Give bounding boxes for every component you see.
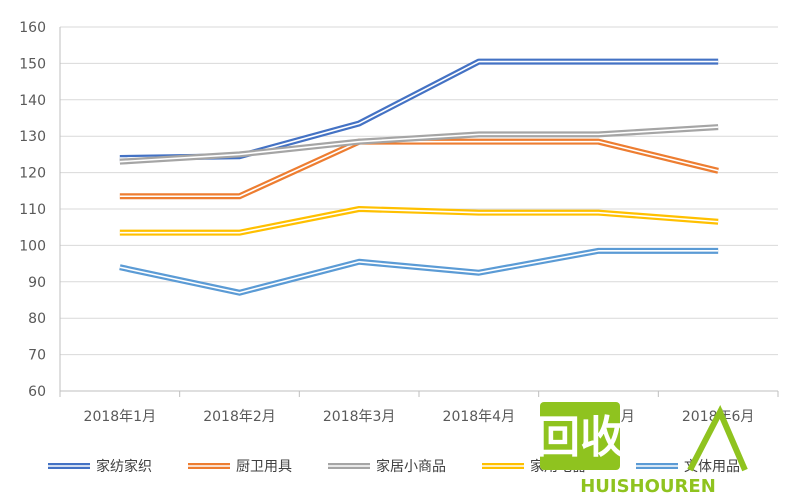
y-tick-label: 130 bbox=[19, 129, 46, 145]
y-tick-label: 140 bbox=[19, 93, 46, 109]
watermark-subtext: HUISHOUREN bbox=[580, 476, 716, 497]
y-tick-label: 100 bbox=[19, 238, 46, 254]
watermark-text: 回收 bbox=[536, 412, 624, 463]
watermark-roof-icon bbox=[687, 404, 748, 472]
series-line-core bbox=[119, 126, 719, 163]
y-tick-label: 70 bbox=[28, 348, 46, 364]
watermark-logo bbox=[540, 402, 620, 470]
series-line-core bbox=[119, 208, 719, 234]
y-tick-label: 160 bbox=[19, 20, 46, 36]
series-lines bbox=[119, 58, 719, 296]
x-tick-label: 2018年2月 bbox=[203, 409, 276, 425]
y-tick-label: 80 bbox=[28, 311, 46, 327]
x-tick-label: 2018年4月 bbox=[443, 409, 516, 425]
legend-label: 文体用品 bbox=[684, 459, 740, 475]
x-tick-label: 2018年1月 bbox=[84, 409, 157, 425]
legend-label: 家纺家织 bbox=[96, 458, 152, 475]
y-tick-label: 110 bbox=[19, 202, 46, 218]
series-line-core bbox=[119, 140, 719, 198]
y-tick-label: 60 bbox=[28, 384, 46, 400]
legend-label: 家居小商品 bbox=[376, 458, 446, 475]
series-line-core bbox=[119, 250, 719, 294]
y-tick-label: 120 bbox=[19, 166, 46, 182]
legend-label: 厨卫用具 bbox=[236, 459, 292, 475]
y-axis-ticks: 60 70 80 90 100 110 120 130 140 150 160 bbox=[19, 20, 46, 400]
x-tick-label: 2018年3月 bbox=[323, 409, 396, 425]
y-tick-label: 150 bbox=[19, 56, 46, 72]
y-tick-label: 90 bbox=[28, 275, 46, 291]
